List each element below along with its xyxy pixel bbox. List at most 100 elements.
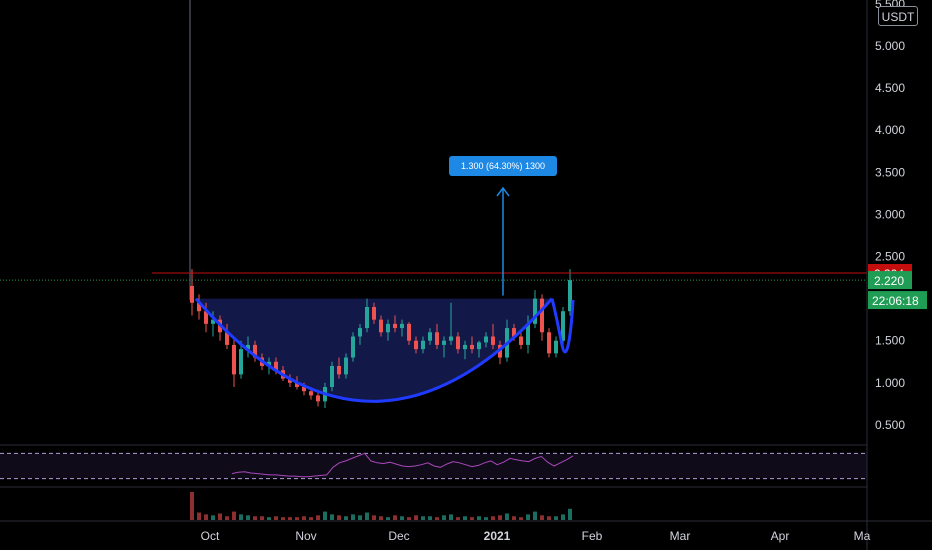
volume-bar (281, 517, 285, 520)
candle-body (533, 298, 537, 324)
measurement-tool[interactable]: 1.300 (64.30%) 1300 (449, 156, 557, 296)
time-tick: Dec (388, 529, 409, 543)
candle-body (358, 328, 362, 337)
volume-bar (386, 517, 390, 520)
volume-bar (442, 515, 446, 520)
candle-body (449, 336, 453, 341)
candle-body (421, 340, 425, 350)
candle-body (386, 323, 390, 333)
price-tick: 2.500 (875, 250, 905, 264)
volume-bar (204, 514, 208, 520)
currency-badge[interactable]: USDT (878, 6, 918, 26)
time-tick: Ma (854, 529, 871, 543)
candle-body (526, 323, 530, 345)
candle-body (330, 365, 334, 388)
candle-body (372, 307, 376, 320)
volume-bar (239, 514, 243, 520)
candle-body (547, 332, 551, 354)
time-tick: Nov (295, 529, 316, 543)
candle-body (407, 323, 411, 341)
volume-bar (246, 515, 250, 520)
candle-body (316, 395, 320, 402)
candle-body (470, 344, 474, 350)
candle-body (204, 311, 208, 324)
price-tags: 2.304 2.220 22:06:18 (868, 264, 927, 310)
volume-bar (456, 517, 460, 520)
candle-body (253, 344, 257, 358)
price-tick: 5.000 (875, 39, 905, 53)
candle-body (246, 344, 250, 350)
volume-bar (568, 508, 572, 520)
volume-bar (372, 515, 376, 520)
volume-bar (547, 516, 551, 520)
volume-bar (526, 514, 530, 520)
candle-body (568, 280, 572, 312)
candle-body (400, 323, 404, 329)
volume-bar (309, 517, 313, 520)
candle-body (456, 336, 460, 350)
price-tick: 4.000 (875, 123, 905, 137)
measurement-label: 1.300 (64.30%) 1300 (461, 161, 545, 171)
rsi-line (231, 452, 574, 478)
volume-bar (330, 514, 334, 520)
price-tick: 3.500 (875, 165, 905, 179)
measurement-label-box (449, 156, 557, 176)
candle-body (274, 361, 278, 371)
volume-bar (519, 517, 523, 520)
price-tick: 1.000 (875, 376, 905, 390)
volume-bar (463, 516, 467, 520)
candle-body (393, 323, 397, 329)
time-axis[interactable]: Oct Nov Dec 2021 Feb Mar Apr Ma (201, 529, 871, 543)
handle-pattern-line (550, 298, 575, 354)
volume-bar (505, 513, 509, 520)
cup-pattern-line (194, 297, 554, 403)
volume-bar (337, 515, 341, 520)
candle-body (232, 344, 236, 375)
last-price-tag-label: 2.220 (874, 274, 904, 288)
candle-body (288, 378, 292, 383)
price-tick: 0.500 (875, 418, 905, 432)
candle-body (267, 361, 271, 366)
rsi-pane (0, 452, 867, 480)
volume-bar (407, 517, 411, 520)
time-tick: Apr (771, 529, 790, 543)
volume-bar (351, 514, 355, 520)
price-tick: 5.500 (875, 0, 905, 11)
volume-bar (477, 516, 481, 520)
candle-body (344, 357, 348, 375)
volume-bar (316, 515, 320, 520)
candle-body (190, 285, 194, 303)
volume-bar (435, 517, 439, 520)
volume-bar (232, 511, 236, 520)
volume-bar (358, 515, 362, 520)
volume-bar (400, 516, 404, 520)
volume-bar (225, 516, 229, 520)
price-tick: 4.500 (875, 81, 905, 95)
volume-bar (267, 517, 271, 520)
candle-body (337, 365, 341, 375)
candle-body (484, 336, 488, 343)
candle-body (309, 391, 313, 396)
candle-body (435, 332, 439, 345)
candle-body (491, 336, 495, 345)
candle-body (351, 336, 355, 358)
volume-bar (561, 514, 565, 520)
candle-body (519, 336, 523, 345)
candle-body (211, 319, 215, 324)
last-price-tag (868, 271, 912, 290)
candle-body (463, 344, 467, 350)
price-axis[interactable]: 0.5001.0001.5002.0002.5003.0003.5004.000… (875, 0, 905, 432)
price-tick: 3.000 (875, 207, 905, 221)
measurement-arrow-head (496, 186, 510, 197)
candle-body (554, 340, 558, 354)
volume-bar (344, 516, 348, 520)
volume-bar (554, 516, 558, 520)
candle-body (477, 342, 481, 350)
candle-body (540, 298, 544, 333)
candle-body (414, 340, 418, 350)
volume-bar (211, 515, 215, 520)
volume-bar (540, 515, 544, 520)
volume-bar (323, 511, 327, 520)
volume-bar (470, 517, 474, 520)
